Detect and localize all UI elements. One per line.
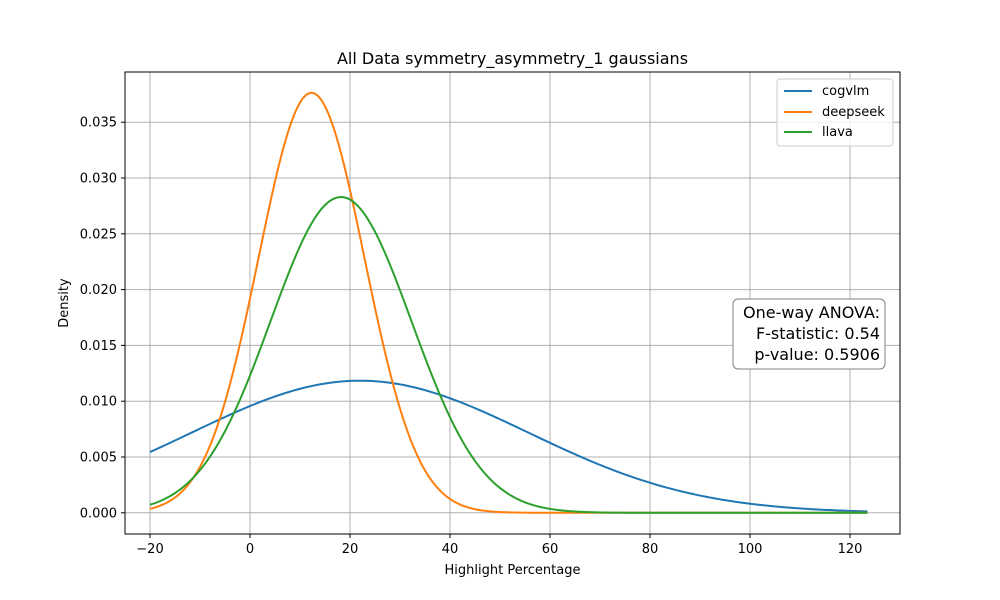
anova-box [732,298,886,370]
x-tick-label: 40 [442,542,459,557]
y-tick-label: 0.025 [80,227,117,242]
x-tick-label: −20 [136,542,163,557]
x-axis: −20 0 20 40 60 80 100 120 [136,534,862,557]
y-tick-label: 0.005 [80,451,117,466]
anova-f-statistic: F-statistic: 0.54 [756,324,880,343]
y-tick-label: 0.035 [80,116,117,131]
legend-label-cogvlm: cogvlm [822,84,869,99]
legend-box [776,78,894,147]
chart-title: All Data symmetry_asymmetry_1 gaussians [337,49,688,69]
y-axis: 0.000 0.005 0.010 0.015 0.020 0.025 0.030 0.035 [80,116,125,521]
anova-heading: One-way ANOVA: [743,303,880,322]
legend: cogvlm deepseek llava [776,78,894,147]
x-tick-label: 0 [246,542,254,557]
legend-label-deepseek: deepseek [822,105,885,120]
series-line-llava [149,196,868,514]
series-layer [149,91,868,514]
x-tick-label: 80 [642,542,659,557]
grid [125,72,900,534]
anova-p-value: p-value: 0.5906 [754,345,880,364]
x-tick-label: 60 [542,542,559,557]
x-tick-label: 100 [738,542,763,557]
x-axis-label: Highlight Percentage [445,563,581,578]
x-tick-label: 20 [342,542,359,557]
y-tick-label: 0.015 [80,339,117,354]
y-tick-label: 0.000 [80,506,117,521]
y-tick-label: 0.020 [80,283,117,298]
y-tick-label: 0.010 [80,395,117,410]
anova-annotation: One-way ANOVA: F-statistic: 0.54 p-value… [732,298,886,370]
plot-area-frame [124,71,901,535]
x-tick-label: 120 [838,542,863,557]
y-axis-label: Density [57,278,72,328]
series-line-cogvlm [149,379,868,513]
legend-label-llava: llava [822,125,853,140]
y-tick-label: 0.030 [80,172,117,187]
